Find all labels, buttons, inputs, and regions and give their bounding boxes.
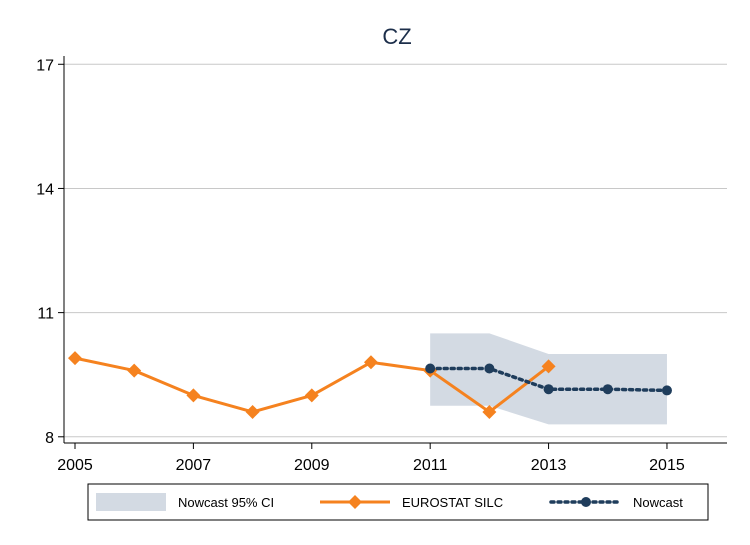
point-eurostat-silc-2010	[363, 355, 378, 370]
point-nowcast-2014	[602, 384, 613, 395]
point-eurostat-silc-2005	[68, 351, 82, 366]
chart-title: CZ	[382, 24, 411, 49]
x-tick-label-2005: 2005	[57, 457, 93, 474]
y-tick-label-11: 11	[37, 306, 54, 323]
point-eurostat-silc-2007	[186, 388, 201, 403]
point-eurostat-silc-2009	[304, 388, 319, 403]
grid	[64, 63, 727, 438]
point-eurostat-silc-2013	[541, 359, 556, 374]
y-tick-label-14: 14	[36, 181, 54, 198]
x-tick-label-2015: 2015	[649, 457, 685, 474]
point-nowcast-2011	[425, 363, 436, 374]
legend-label-eurostat-silc: EUROSTAT SILC	[402, 495, 503, 510]
point-eurostat-silc-2006	[127, 363, 142, 378]
x-tick-label-2011: 2011	[413, 457, 448, 474]
legend-label-nowcast: Nowcast	[633, 495, 683, 510]
point-eurostat-silc-2008	[245, 404, 260, 419]
x-tick-label-2013: 2013	[531, 457, 567, 474]
legend-marker-nowcast	[581, 497, 591, 507]
y-tick-label-17: 17	[36, 57, 54, 74]
legend-swatch-nowcast-95-ci	[96, 493, 166, 511]
y-tick-label-8: 8	[45, 430, 54, 447]
legend-label-nowcast-95-ci: Nowcast 95% CI	[178, 495, 274, 510]
series-band-nowcast-95-ci	[430, 333, 667, 425]
point-nowcast-2015	[661, 385, 672, 396]
x-tick-label-2009: 2009	[294, 457, 330, 474]
point-eurostat-silc-2012	[482, 404, 497, 419]
point-nowcast-2013	[543, 384, 554, 395]
axes: 8 11 14 17 2005 2007 2009 2011 2013 2015	[36, 56, 727, 474]
x-tick-label-2007: 2007	[176, 457, 212, 474]
ci-band-layer	[430, 333, 667, 425]
point-nowcast-2012	[484, 363, 495, 374]
series-layer	[68, 351, 672, 419]
legend-marker-eurostat-silc	[348, 495, 362, 509]
legend: Nowcast 95% CI EUROSTAT SILC Nowcast	[87, 483, 709, 521]
